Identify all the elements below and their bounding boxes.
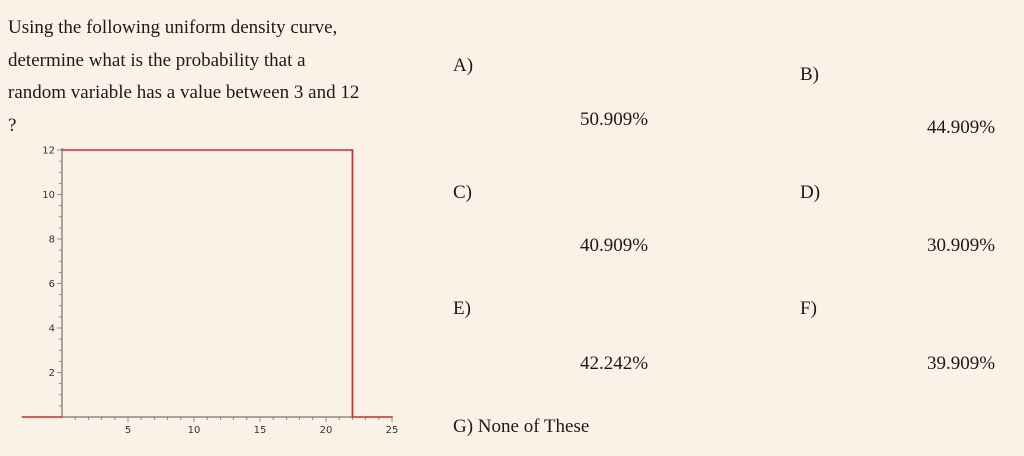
question-line-1: Using the following uniform density curv…	[8, 17, 338, 38]
y-tick-label: 10	[42, 190, 55, 201]
question-text: Using the following uniform density curv…	[8, 12, 428, 142]
option-f-label[interactable]: F)	[800, 298, 817, 319]
density-curve-chart: 5 10 15 20 25 2 4 6 8 10 12	[21, 146, 399, 436]
option-c-value[interactable]: 40.909%	[580, 235, 649, 256]
x-tick-label: 20	[320, 425, 333, 436]
option-b-label[interactable]: B)	[800, 64, 819, 85]
option-d-label[interactable]: D)	[800, 182, 821, 203]
question-line-4: ?	[8, 114, 17, 136]
option-b-value[interactable]: 44.909%	[927, 117, 996, 138]
option-e-value[interactable]: 42.242%	[580, 353, 649, 374]
option-a-label[interactable]: A)	[453, 55, 474, 76]
y-tick-label: 2	[49, 368, 55, 379]
option-d-value[interactable]: 30.909%	[927, 235, 996, 256]
x-tick-label: 5	[125, 425, 131, 436]
y-tick-label: 12	[42, 146, 55, 157]
y-tick-label: 4	[49, 324, 55, 335]
option-g-none-of-these[interactable]: G) None of These	[453, 416, 590, 437]
option-a-value[interactable]: 50.909%	[580, 109, 649, 130]
option-f-value[interactable]: 39.909%	[927, 353, 996, 374]
option-c-label[interactable]: C)	[453, 182, 472, 203]
option-e-label[interactable]: E)	[453, 298, 471, 319]
x-tick-label: 25	[386, 425, 399, 436]
question-line-2: determine what is the probability that a	[8, 49, 306, 71]
x-tick-label: 10	[188, 425, 201, 436]
y-tick-label: 8	[49, 235, 55, 246]
x-tick-label: 15	[254, 425, 267, 436]
y-tick-label: 6	[49, 279, 55, 290]
question-line-3: random variable has a value between 3 an…	[8, 82, 360, 103]
